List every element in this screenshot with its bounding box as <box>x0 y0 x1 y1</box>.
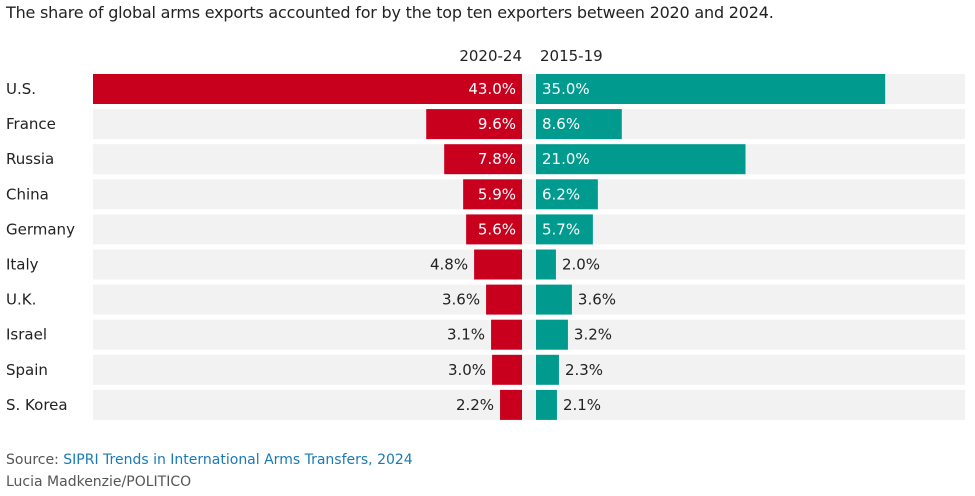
value-label-2015-19-u-k: 3.6% <box>578 291 616 309</box>
value-label-2015-19-russia: 21.0% <box>542 150 590 168</box>
category-label-france: France <box>6 115 56 133</box>
value-label-2020-24-italy: 4.8% <box>430 256 468 274</box>
category-label-u-s: U.S. <box>6 80 36 98</box>
value-label-2020-24-s-korea: 2.2% <box>456 396 494 414</box>
bar-2020-24-israel <box>491 319 522 350</box>
source-prefix: Source: <box>6 452 64 468</box>
bar-2020-24-u-k <box>486 284 522 315</box>
row-background-china <box>93 179 965 210</box>
category-label-spain: Spain <box>6 361 48 379</box>
bar-2020-24-s-korea <box>500 389 522 420</box>
bar-2015-19-france <box>536 109 622 140</box>
value-label-2020-24-u-k: 3.6% <box>442 291 480 309</box>
category-label-russia: Russia <box>6 150 54 168</box>
value-label-2015-19-china: 6.2% <box>542 185 580 203</box>
value-label-2015-19-u-s: 35.0% <box>542 80 590 98</box>
bar-2020-24-germany <box>466 214 522 245</box>
value-label-2020-24-russia: 7.8% <box>478 150 516 168</box>
value-label-2015-19-france: 8.6% <box>542 115 580 133</box>
bar-2015-19-u-k <box>536 284 572 315</box>
value-label-2020-24-germany: 5.6% <box>478 220 516 238</box>
bar-2020-24-france <box>426 109 522 140</box>
bar-2015-19-s-korea <box>536 389 557 420</box>
series-header-2020-24: 2020-24 <box>459 47 522 65</box>
row-background-france <box>93 109 965 140</box>
category-label-u-k: U.K. <box>6 291 36 309</box>
chart-title: The share of global arms exports account… <box>6 3 774 22</box>
value-label-2020-24-u-s: 43.0% <box>468 80 516 98</box>
category-label-israel: Israel <box>6 326 47 344</box>
value-label-2020-24-israel: 3.1% <box>447 326 485 344</box>
row-background-s-korea <box>93 389 965 420</box>
bar-2015-19-u-s <box>536 74 886 104</box>
row-background-u-k <box>93 284 965 315</box>
value-label-2020-24-spain: 3.0% <box>448 361 486 379</box>
value-label-2020-24-china: 5.9% <box>478 185 516 203</box>
category-label-s-korea: S. Korea <box>6 396 68 414</box>
bar-2020-24-spain <box>492 354 522 385</box>
value-label-2015-19-spain: 2.3% <box>565 361 603 379</box>
value-label-2020-24-france: 9.6% <box>478 115 516 133</box>
bar-2020-24-italy <box>474 249 522 280</box>
value-label-2015-19-israel: 3.2% <box>574 326 612 344</box>
row-background-russia <box>93 144 965 175</box>
source-line: Source: SIPRI Trends in International Ar… <box>6 452 413 468</box>
value-label-2015-19-s-korea: 2.1% <box>563 396 601 414</box>
diverging-bar-chart: 2020-24 2015-19 U.S. 43.0% 35.0% France 9.6% 8.… <box>6 47 965 420</box>
category-label-germany: Germany <box>6 220 75 238</box>
source-link[interactable]: SIPRI Trends in International Arms Trans… <box>63 452 413 468</box>
bar-2015-19-israel <box>536 319 568 350</box>
row-background-germany <box>93 214 965 245</box>
category-label-italy: Italy <box>6 256 39 274</box>
bar-2015-19-china <box>536 179 598 210</box>
row-background-spain <box>93 354 965 385</box>
credit-line: Lucia Madkenzie/POLITICO <box>6 474 192 490</box>
row-background-italy <box>93 249 965 280</box>
value-label-2015-19-italy: 2.0% <box>562 256 600 274</box>
bar-2020-24-china <box>463 179 522 210</box>
series-header-2015-19: 2015-19 <box>540 47 603 65</box>
bar-2020-24-u-s <box>93 74 522 104</box>
bar-2020-24-russia <box>444 144 522 175</box>
category-label-china: China <box>6 185 49 203</box>
bar-2015-19-italy <box>536 249 556 280</box>
bar-2015-19-russia <box>536 144 746 175</box>
bar-2015-19-spain <box>536 354 559 385</box>
bar-2015-19-germany <box>536 214 593 245</box>
row-background-israel <box>93 319 965 350</box>
value-label-2015-19-germany: 5.7% <box>542 220 580 238</box>
